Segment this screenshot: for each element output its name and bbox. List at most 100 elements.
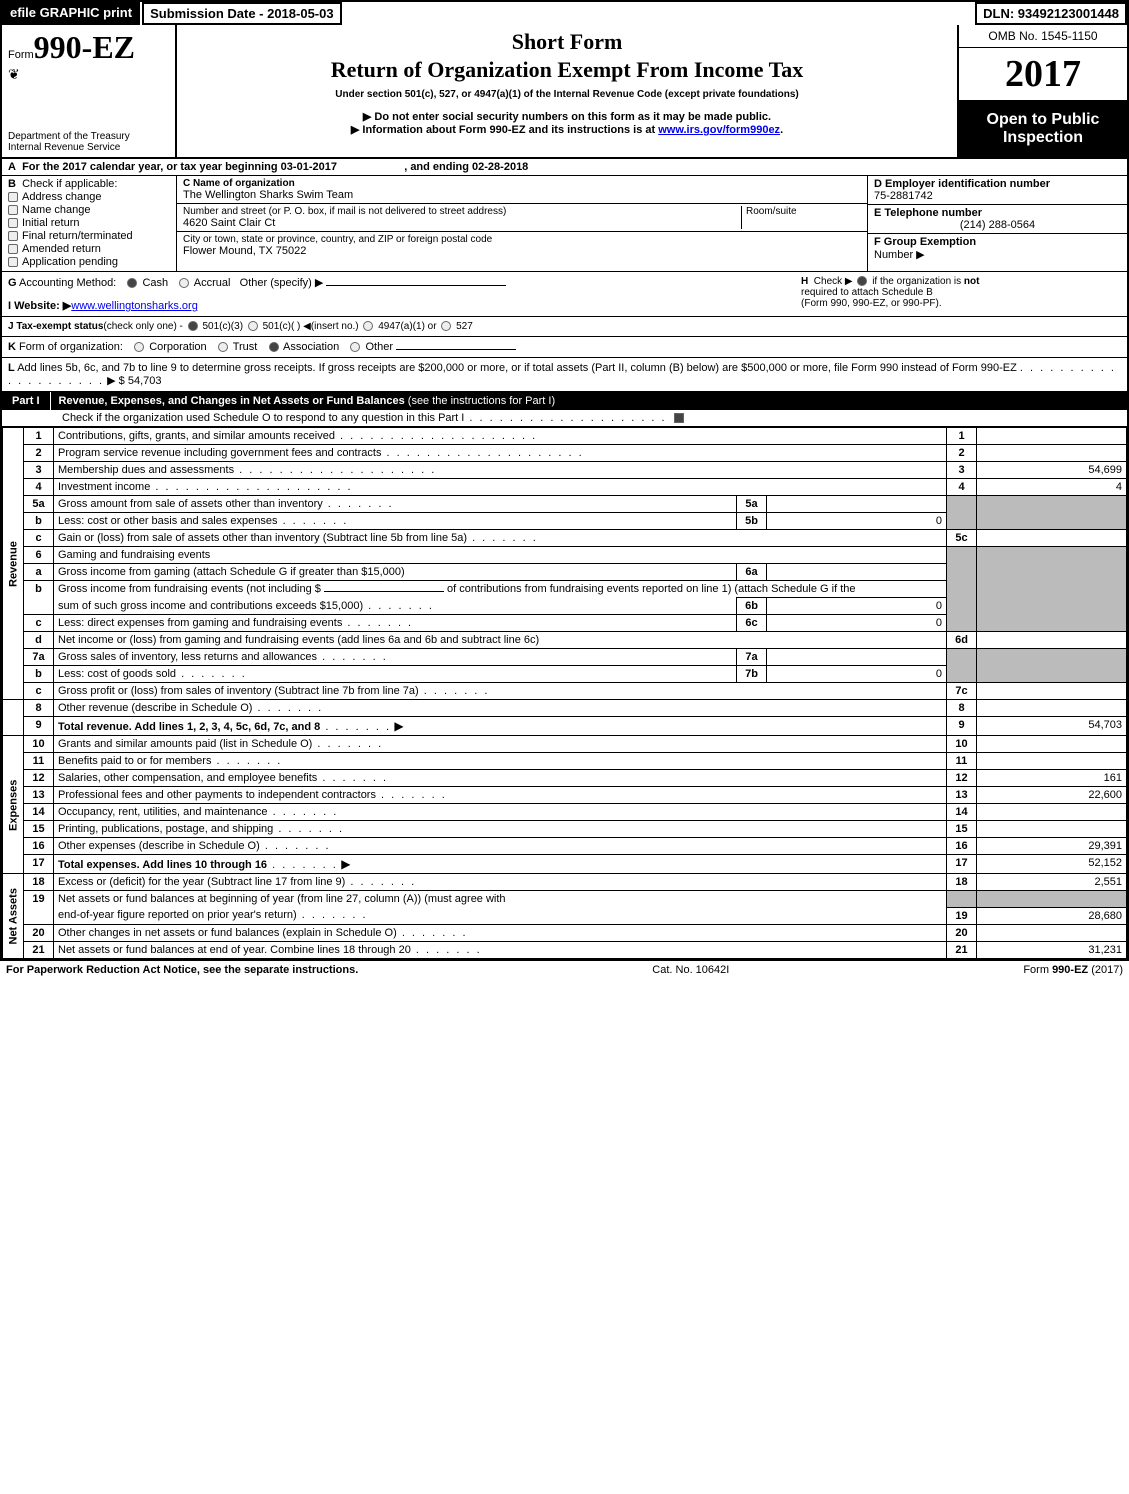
line-20-value [977,924,1127,941]
part-i-label: Part I [2,392,51,410]
table-row: d Net income or (loss) from gaming and f… [3,632,1127,649]
radio-other-org[interactable] [350,342,360,352]
table-row: 6 Gaming and fundraising events [3,547,1127,564]
gross-receipts: ▶ $ 54,703 [107,375,161,387]
efile-print-button[interactable]: efile GRAPHIC print [2,2,140,25]
table-row: 19 Net assets or fund balances at beginn… [3,891,1127,908]
tax-year: 2017 [959,48,1127,101]
part-i-title: Revenue, Expenses, and Changes in Net As… [59,395,405,407]
row-l: L Add lines 5b, 6c, and 7b to line 9 to … [2,358,1127,392]
radio-accrual[interactable] [179,278,189,288]
line-5c-value [977,530,1127,547]
netassets-side-label: Net Assets [3,874,24,959]
line-19-value: 28,680 [977,907,1127,924]
other-specify-input[interactable] [326,285,506,286]
radio-corporation[interactable] [134,342,144,352]
top-bar: efile GRAPHIC print Submission Date - 20… [2,2,1127,25]
fundraising-amount-input[interactable] [324,591,444,592]
dln: DLN: 93492123001448 [975,2,1127,25]
line-6a-value [767,564,947,581]
table-row: c Gross profit or (loss) from sales of i… [3,683,1127,700]
line-18-value: 2,551 [977,874,1127,891]
website-link[interactable]: www.wellingtonsharks.org [71,300,198,312]
phone-value: (214) 288-0564 [874,219,1121,231]
table-row: 21 Net assets or fund balances at end of… [3,941,1127,958]
footer: For Paperwork Reduction Act Notice, see … [0,961,1129,979]
header-right: OMB No. 1545-1150 2017 Open to Public In… [957,25,1127,157]
row-gh: G Accounting Method: Cash Accrual Other … [2,272,1127,317]
radio-501c3[interactable] [188,321,198,331]
line-12-value: 161 [977,770,1127,787]
form-prefix: Form [8,49,34,61]
table-row: 14 Occupancy, rent, utilities, and maint… [3,804,1127,821]
checkbox-schedule-o[interactable] [674,413,684,423]
line-17-value: 52,152 [977,855,1127,874]
line-5a-value [767,496,947,513]
checkbox-final-return[interactable] [8,231,18,241]
radio-527[interactable] [441,321,451,331]
part-i-header: Part I Revenue, Expenses, and Changes in… [2,392,1127,410]
line-2-value [977,445,1127,462]
checkbox-initial-return[interactable] [8,218,18,228]
expenses-side-label: Expenses [3,736,24,874]
ein-label: D Employer identification number [874,178,1050,190]
city-label: City or town, state or province, country… [183,234,861,245]
table-row: end-of-year figure reported on prior yea… [3,907,1127,924]
other-org-input[interactable] [396,349,516,350]
table-row: 2 Program service revenue including gove… [3,445,1127,462]
line-1-value [977,428,1127,445]
radio-4947[interactable] [363,321,373,331]
line-14-value [977,804,1127,821]
radio-h-check[interactable] [857,276,867,286]
checkbox-address-change[interactable] [8,192,18,202]
group-exemption-label: F Group Exemption [874,236,976,248]
phone-label: E Telephone number [874,207,982,219]
line-6c-value: 0 [767,615,947,632]
line-16-value: 29,391 [977,838,1127,855]
ein-value: 75-2881742 [874,190,1121,202]
radio-trust[interactable] [218,342,228,352]
table-row: 13 Professional fees and other payments … [3,787,1127,804]
info-link-line: ▶ Information about Form 990-EZ and its … [185,123,949,136]
radio-cash[interactable] [127,278,137,288]
checkbox-application-pending[interactable] [8,257,18,267]
table-row: Net Assets 18 Excess or (deficit) for th… [3,874,1127,891]
line-7c-value [977,683,1127,700]
org-name: The Wellington Sharks Swim Team [183,189,861,201]
line-13-value: 22,600 [977,787,1127,804]
line-a: A For the 2017 calendar year, or tax yea… [2,159,1127,176]
irs-link[interactable]: www.irs.gov/form990ez [658,124,780,136]
revenue-side-label: Revenue [3,428,24,700]
form-number: 990-EZ [34,29,135,65]
column-c: C Name of organization The Wellington Sh… [177,176,867,271]
dept-irs: Internal Revenue Service [8,142,169,153]
return-title: Return of Organization Exempt From Incom… [185,57,949,83]
cat-number: Cat. No. 10642I [652,964,729,976]
line-11-value [977,753,1127,770]
table-row: 12 Salaries, other compensation, and emp… [3,770,1127,787]
line-8-value [977,700,1127,717]
radio-association[interactable] [269,342,279,352]
table-row: 5a Gross amount from sale of assets othe… [3,496,1127,513]
radio-501c[interactable] [248,321,258,331]
line-7a-value [767,649,947,666]
table-row: Expenses 10 Grants and similar amounts p… [3,736,1127,753]
table-row: c Gain or (loss) from sale of assets oth… [3,530,1127,547]
checkbox-name-change[interactable] [8,205,18,215]
submission-date: Submission Date - 2018-05-03 [142,2,342,25]
table-row: 4 Investment income 4 4 [3,479,1127,496]
line-6d-value [977,632,1127,649]
line-5b-value: 0 [767,513,947,530]
table-row: 7a Gross sales of inventory, less return… [3,649,1127,666]
part-i-check: Check if the organization used Schedule … [2,410,1127,427]
table-row: 17 Total expenses. Add lines 10 through … [3,855,1127,874]
table-row: 8 Other revenue (describe in Schedule O)… [3,700,1127,717]
group-exemption-number: Number ▶ [874,249,925,261]
table-row: 16 Other expenses (describe in Schedule … [3,838,1127,855]
table-row: 20 Other changes in net assets or fund b… [3,924,1127,941]
street-value: 4620 Saint Clair Ct [183,217,741,229]
city-value: Flower Mound, TX 75022 [183,245,861,257]
open-to-public: Open to Public Inspection [959,101,1127,157]
omb-number: OMB No. 1545-1150 [959,25,1127,48]
checkbox-amended-return[interactable] [8,244,18,254]
